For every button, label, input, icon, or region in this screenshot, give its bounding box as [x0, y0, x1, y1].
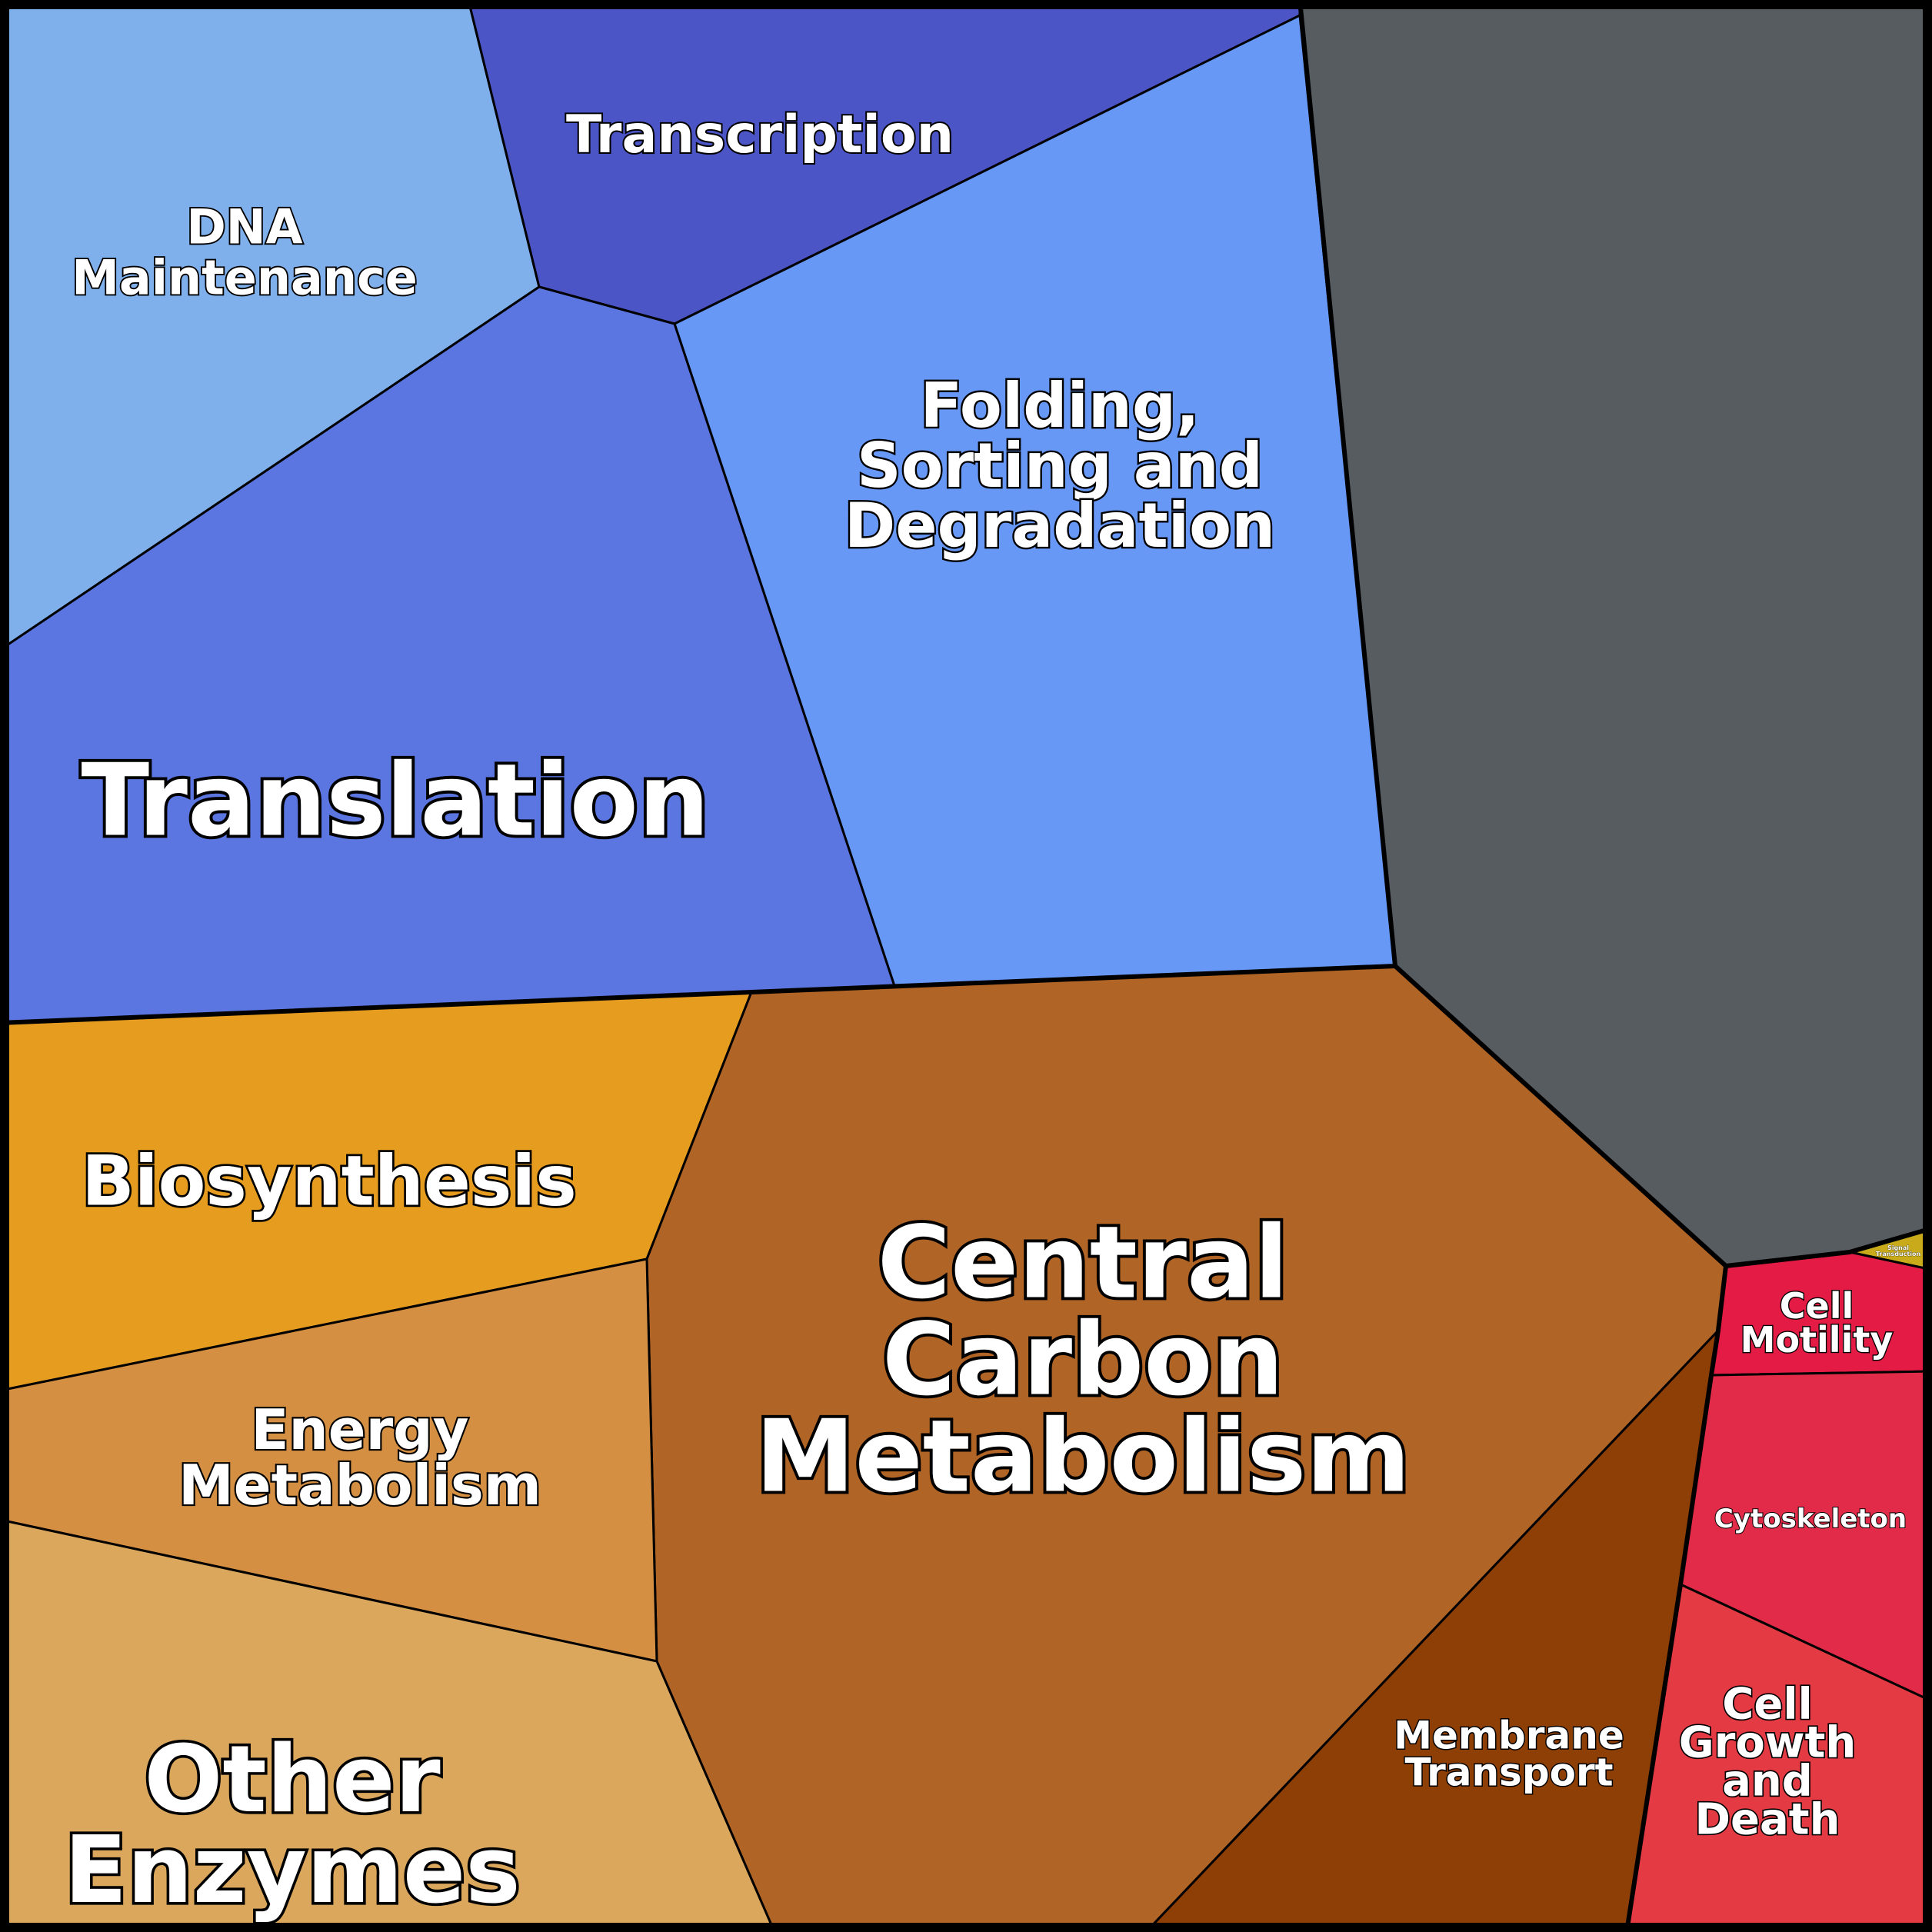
label-other-enzymes: Other Enzymes: [64, 1727, 520, 1924]
label-line: Death: [1695, 1795, 1840, 1845]
label-cell-growth: Cell Growth and Death: [1679, 1680, 1856, 1845]
labels-layer: DNA Maintenance Transcription Folding, Sorti…: [62, 103, 1921, 1927]
label-transcription: Transcription: [566, 105, 954, 165]
label-central-carbon: Central Carbon Metabolism: [755, 1204, 1411, 1515]
label-line: Signal: [1887, 1244, 1909, 1251]
label-line: Cell: [1722, 1680, 1812, 1730]
label-line: Cell: [1780, 1285, 1854, 1327]
label-energy: Energy Metabolism: [178, 1397, 541, 1517]
label-line: Growth: [1679, 1718, 1856, 1768]
label-line: Central: [878, 1204, 1289, 1321]
label-line: Other: [144, 1727, 440, 1834]
label-translation: Translation: [81, 742, 709, 859]
label-line: Enzymes: [64, 1817, 520, 1924]
label-line: Metabolism: [178, 1453, 541, 1517]
label-line: Sorting and: [857, 430, 1263, 501]
label-line: Motility: [1740, 1319, 1894, 1361]
region-border-1: [1393, 964, 1932, 1268]
label-line: Transcription: [566, 105, 954, 165]
label-line: Degradation: [844, 490, 1275, 561]
label-line: Carbon: [882, 1301, 1284, 1418]
label-line: and: [1722, 1757, 1813, 1807]
label-line: DNA: [186, 199, 302, 255]
label-line: Energy: [251, 1397, 468, 1462]
label-line: Translation: [81, 742, 709, 859]
label-signal-transduction: Signal Transduction: [1876, 1244, 1921, 1257]
label-line: Biosynthesis: [82, 1141, 577, 1222]
label-biosynthesis: Biosynthesis: [82, 1141, 577, 1222]
label-cytoskeleton: Cytoskeleton: [1714, 1504, 1907, 1534]
label-line: Cytoskeleton: [1714, 1504, 1907, 1534]
label-folding: Folding, Sorting and Degradation: [844, 370, 1275, 561]
label-dna-maintenance: DNA Maintenance: [72, 199, 418, 306]
label-line: Metabolism: [755, 1398, 1411, 1515]
label-cell-motility: Cell Motility: [1740, 1285, 1894, 1361]
label-line: Transport: [1404, 1750, 1613, 1795]
label-line: Membrane: [1394, 1714, 1624, 1758]
region-border-2: [1624, 1265, 1728, 1932]
region-border-0: [0, 0, 1397, 1025]
label-line: Maintenance: [72, 250, 418, 306]
cell-other-enzymes: [0, 1518, 776, 1932]
label-membrane-transport: Membrane Transport: [1394, 1714, 1624, 1795]
label-line: Transduction: [1876, 1251, 1921, 1257]
label-line: Folding,: [920, 370, 1199, 441]
